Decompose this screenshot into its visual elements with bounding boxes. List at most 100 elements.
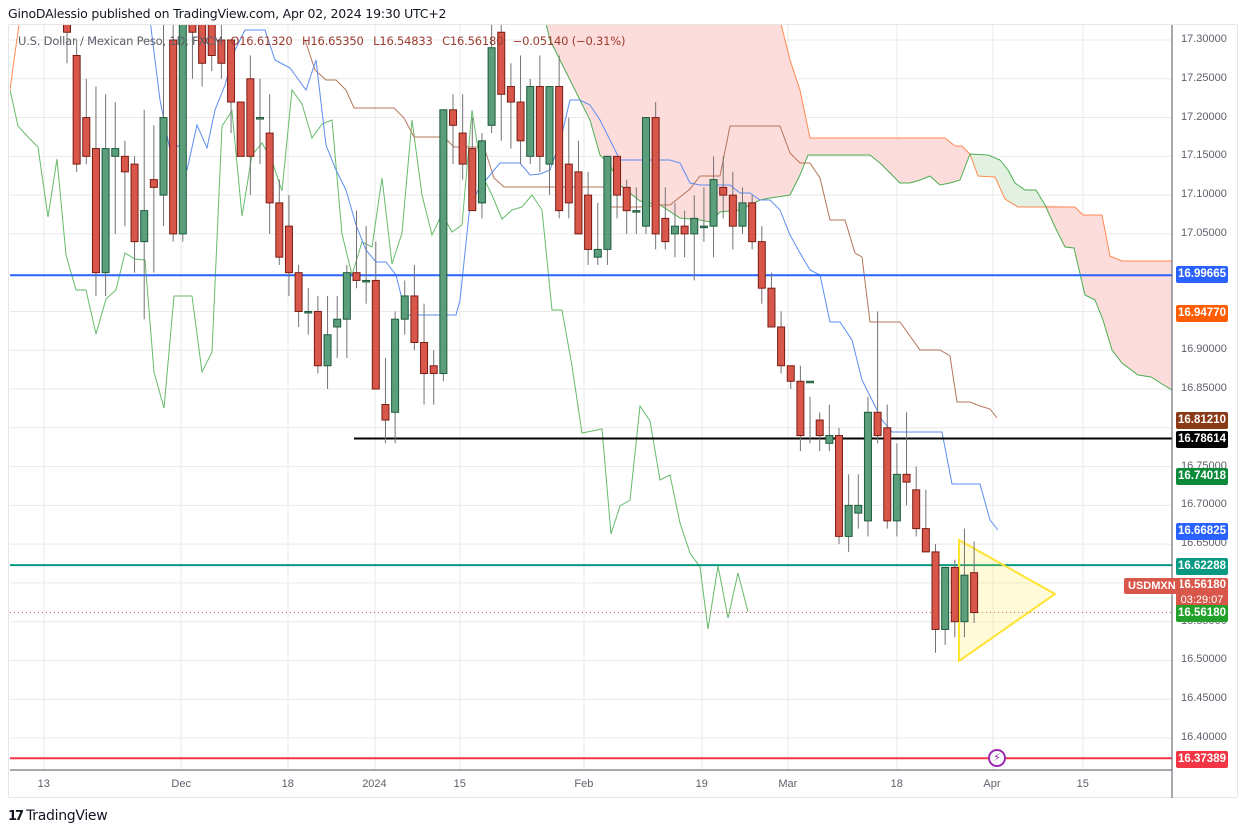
candle[interactable]	[217, 17, 226, 79]
candle[interactable]	[892, 443, 901, 537]
candle[interactable]	[149, 125, 158, 273]
candle[interactable]	[82, 78, 91, 165]
candle[interactable]	[497, 17, 506, 141]
candle[interactable]	[873, 311, 882, 444]
candle[interactable]	[342, 264, 351, 358]
candle[interactable]	[284, 195, 293, 296]
candle[interactable]	[854, 474, 863, 529]
candle[interactable]	[728, 171, 737, 250]
candle[interactable]	[950, 559, 959, 638]
candle[interactable]	[709, 156, 718, 258]
candle[interactable]	[555, 55, 564, 219]
candle[interactable]	[670, 202, 679, 258]
candle[interactable]	[477, 133, 486, 219]
candle[interactable]	[275, 179, 284, 265]
candle[interactable]	[323, 295, 332, 390]
candle[interactable]	[632, 187, 641, 234]
candle[interactable]	[526, 78, 535, 165]
candle[interactable]	[506, 63, 515, 149]
candle[interactable]	[188, 0, 197, 79]
candle[interactable]	[362, 226, 371, 304]
candle[interactable]	[72, 40, 81, 172]
candle[interactable]	[680, 210, 689, 258]
candle[interactable]	[140, 109, 149, 320]
candle[interactable]	[111, 102, 120, 234]
candle[interactable]	[381, 357, 390, 444]
candle[interactable]	[429, 350, 438, 405]
candle[interactable]	[371, 241, 380, 390]
candle[interactable]	[304, 288, 313, 335]
candle[interactable]	[265, 94, 274, 234]
candle[interactable]	[690, 195, 699, 281]
candle[interactable]	[400, 280, 409, 335]
candle[interactable]	[883, 404, 892, 529]
candle[interactable]	[815, 412, 824, 452]
candle[interactable]	[564, 117, 573, 219]
candle[interactable]	[931, 544, 940, 653]
candle[interactable]	[101, 94, 110, 296]
candle[interactable]	[516, 55, 525, 165]
candle[interactable]	[738, 187, 747, 234]
candle[interactable]	[178, 0, 187, 242]
candle[interactable]	[256, 78, 264, 165]
candle[interactable]	[410, 264, 419, 351]
candle[interactable]	[613, 155, 622, 219]
candle[interactable]	[584, 171, 593, 265]
candle[interactable]	[835, 427, 843, 545]
candle[interactable]	[748, 195, 757, 250]
candle[interactable]	[169, 0, 178, 242]
candle[interactable]	[449, 94, 457, 165]
candle[interactable]	[236, 101, 245, 157]
candle[interactable]	[333, 295, 342, 358]
candle[interactable]	[487, 24, 496, 134]
tradingview-logo[interactable]: 17 TradingView	[8, 808, 108, 824]
lightning-event-icon[interactable]: ⚡	[988, 749, 1006, 767]
candle[interactable]	[198, 0, 207, 87]
candle[interactable]	[574, 140, 583, 235]
candle[interactable]	[912, 466, 921, 537]
candle[interactable]	[844, 474, 853, 552]
triangle-pattern-drawing[interactable]	[958, 538, 1057, 663]
candle[interactable]	[91, 86, 100, 296]
candle[interactable]	[825, 404, 834, 452]
candle[interactable]	[120, 140, 129, 227]
candle[interactable]	[439, 109, 448, 382]
candle[interactable]	[757, 226, 766, 304]
chart-frame[interactable]	[8, 24, 1238, 798]
candle[interactable]	[130, 156, 139, 273]
candle[interactable]	[777, 311, 786, 374]
candle[interactable]	[719, 156, 728, 219]
candle[interactable]	[420, 303, 429, 405]
candle[interactable]	[642, 117, 650, 234]
candle[interactable]	[63, 0, 71, 64]
candle[interactable]	[313, 295, 322, 374]
candle[interactable]	[352, 210, 361, 289]
candle[interactable]	[535, 55, 544, 172]
candle[interactable]	[207, 0, 216, 72]
candle[interactable]	[863, 396, 872, 537]
candle[interactable]	[661, 187, 670, 250]
candle[interactable]	[603, 155, 612, 265]
candle[interactable]	[458, 94, 467, 180]
candle[interactable]	[786, 365, 795, 390]
candle[interactable]	[159, 17, 168, 227]
candle[interactable]	[970, 541, 979, 623]
candle[interactable]	[699, 187, 708, 242]
candle[interactable]	[806, 380, 815, 444]
candle[interactable]	[593, 202, 602, 265]
candle[interactable]	[796, 365, 805, 452]
candle[interactable]	[960, 528, 969, 638]
candle[interactable]	[227, 39, 236, 134]
candle[interactable]	[545, 86, 554, 196]
candle[interactable]	[294, 264, 303, 327]
candle[interactable]	[246, 55, 255, 196]
candle[interactable]	[921, 489, 930, 553]
candle[interactable]	[767, 272, 776, 328]
candle[interactable]	[468, 117, 477, 212]
candle[interactable]	[622, 179, 631, 234]
candle[interactable]	[651, 102, 660, 250]
candle[interactable]	[902, 412, 911, 506]
candle[interactable]	[941, 566, 950, 645]
candle[interactable]	[391, 311, 400, 444]
